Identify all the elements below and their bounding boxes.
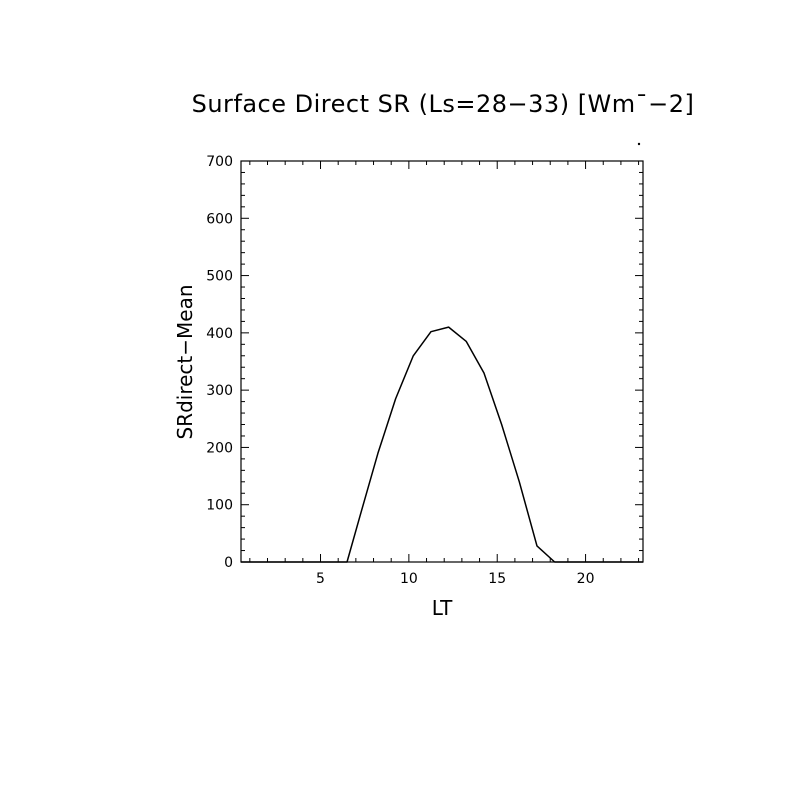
y-tick-label: 300 <box>206 383 233 399</box>
y-tick-label: 200 <box>206 440 233 456</box>
y-tick-label: 100 <box>206 498 233 514</box>
y-tick-label: 600 <box>206 211 233 227</box>
x-tick-label: 15 <box>488 571 506 587</box>
series-line <box>241 326 643 563</box>
y-tick-label: 500 <box>206 269 233 285</box>
x-axis-ticks: 5 10 15 20 <box>249 161 640 587</box>
x-tick-label: 5 <box>316 571 325 587</box>
plot-frame <box>240 160 644 563</box>
y-axis-ticks: 0 100 200 300 400 500 600 700 <box>206 154 643 571</box>
y-axis-title: SRdirect−Mean <box>173 284 197 439</box>
y-tick-label: 0 <box>224 555 233 571</box>
x-axis-title: LT <box>432 596 453 620</box>
series-group <box>241 326 643 563</box>
x-tick-label: 10 <box>400 571 418 587</box>
corner-dot <box>637 142 641 146</box>
y-tick-label: 400 <box>206 326 233 342</box>
chart-title: Surface Direct SR (Ls=28−33) [Wm¯−2] <box>192 90 695 118</box>
y-tick-label: 700 <box>206 154 233 170</box>
x-tick-label: 20 <box>577 571 595 587</box>
